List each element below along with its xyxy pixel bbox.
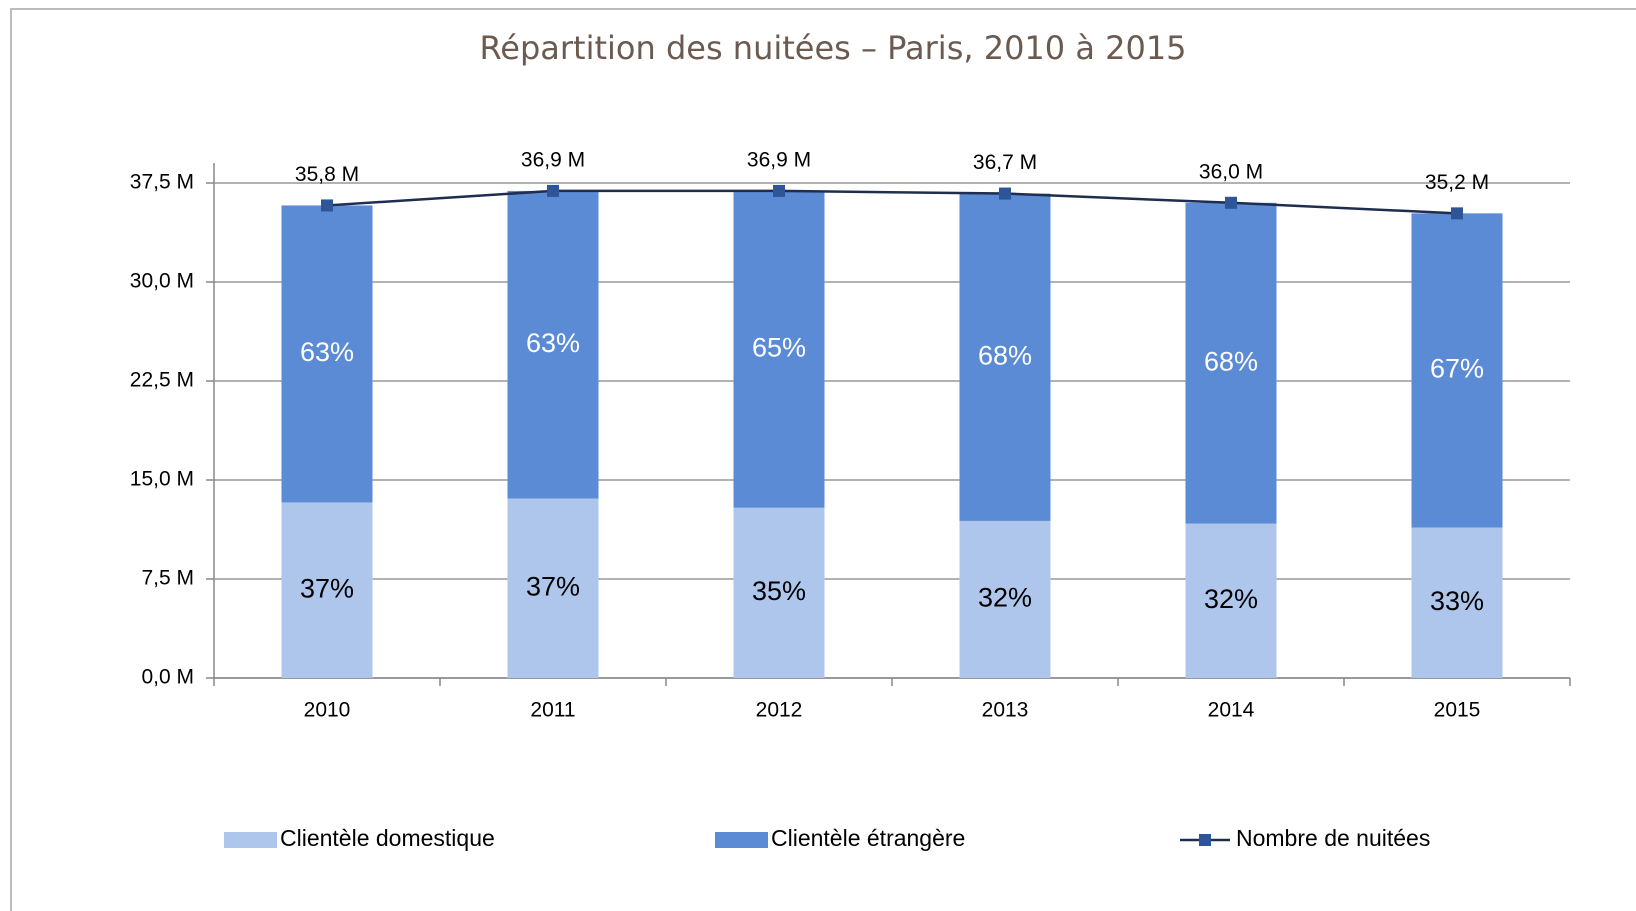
bar-segment (281, 205, 373, 503)
legend-label: Clientèle étrangère (771, 825, 965, 851)
bar-segment (507, 190, 599, 499)
segment-label: 32% (1204, 584, 1258, 614)
line-marker (547, 184, 559, 197)
chart-title: Répartition des nuitées – Paris, 2010 à … (479, 29, 1186, 67)
segment-label: 68% (1204, 346, 1258, 376)
legend-label: Nombre de nuitées (1236, 825, 1430, 851)
value-label: 35,8 M (295, 163, 359, 186)
y-tick-label: 37,5 M (130, 171, 194, 194)
segment-label: 37% (300, 573, 354, 603)
y-tick-label: 0,0 M (141, 666, 194, 689)
value-label: 36,9 M (521, 148, 585, 171)
y-tick-label: 30,0 M (130, 270, 194, 293)
bar-segment (733, 507, 825, 678)
segment-label: 68% (978, 340, 1032, 370)
value-label: 36,0 M (1199, 160, 1263, 183)
line-marker (773, 184, 785, 197)
x-tick-label: 2012 (756, 699, 803, 722)
segment-label: 32% (978, 583, 1032, 613)
y-tick-label: 7,5 M (141, 567, 194, 590)
value-label: 35,2 M (1425, 171, 1489, 194)
bar-segment (1411, 527, 1503, 678)
line-marker (1225, 196, 1237, 209)
bar-segment (1185, 202, 1277, 524)
segment-label: 65% (752, 332, 806, 362)
bar-segment (733, 190, 825, 508)
segment-label: 67% (1430, 354, 1484, 384)
legend-label: Clientèle domestique (280, 825, 495, 851)
x-tick-label: 2011 (530, 699, 575, 722)
bar-segment (959, 520, 1051, 678)
line-marker (999, 187, 1011, 200)
segment-label: 35% (752, 576, 806, 606)
x-tick-label: 2014 (1208, 699, 1255, 722)
bar-segment (281, 502, 373, 678)
line-marker (1451, 207, 1463, 220)
value-label: 36,7 M (973, 151, 1037, 174)
bar-segment (1411, 213, 1503, 528)
segment-label: 37% (526, 571, 580, 601)
bar-segment (959, 193, 1051, 521)
x-tick-label: 2013 (982, 699, 1029, 722)
bar-segment (507, 498, 599, 678)
bar-segment (1185, 523, 1277, 678)
segment-label: 63% (526, 328, 580, 358)
x-tick-label: 2015 (1434, 699, 1481, 722)
legend-marker (1199, 834, 1211, 846)
frame (10, 8, 1636, 911)
legend-swatch (715, 832, 768, 848)
segment-label: 33% (1430, 586, 1484, 616)
value-label: 36,9 M (747, 148, 811, 171)
legend-swatch (224, 832, 277, 848)
segment-label: 63% (300, 337, 354, 367)
line (326, 189, 1458, 215)
x-tick-label: 2010 (304, 699, 351, 722)
y-tick-label: 22,5 M (130, 369, 194, 392)
y-tick-label: 15,0 M (130, 468, 194, 491)
line-marker (321, 199, 333, 212)
